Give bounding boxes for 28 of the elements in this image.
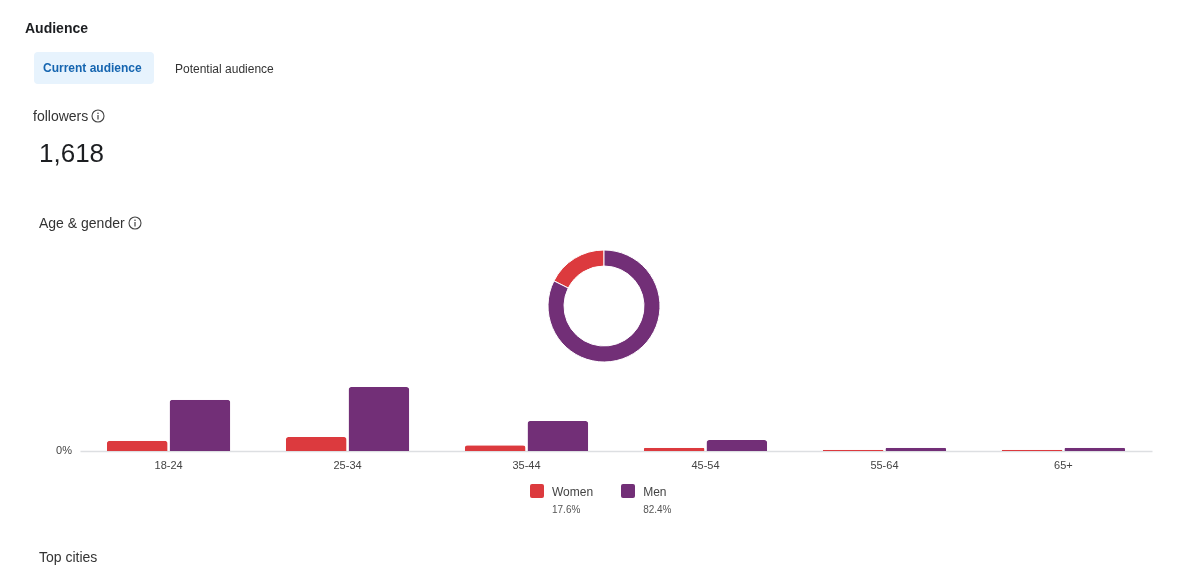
x-tick-label: 55-64 bbox=[870, 458, 899, 471]
bar bbox=[527, 420, 589, 451]
text: followers bbox=[33, 108, 90, 124]
x-tick-label: 25-34 bbox=[333, 458, 362, 471]
bar bbox=[706, 440, 768, 451]
legend-label: Men bbox=[643, 485, 667, 499]
bar bbox=[106, 440, 168, 451]
bar bbox=[169, 399, 231, 451]
text: Potential audience bbox=[175, 62, 274, 76]
text: Age & gender bbox=[39, 215, 126, 231]
bar bbox=[285, 436, 347, 451]
data-label: 17.6% bbox=[552, 504, 582, 515]
bar bbox=[643, 447, 705, 451]
data-label: 82.4% bbox=[643, 504, 672, 515]
text: Current audience bbox=[34, 52, 154, 84]
x-tick-label: 35-44 bbox=[512, 458, 541, 471]
text: 1,618 bbox=[39, 138, 105, 169]
bar bbox=[1064, 447, 1126, 451]
bar bbox=[348, 387, 410, 451]
x-tick-label: 45-54 bbox=[691, 458, 720, 471]
bar bbox=[885, 447, 947, 451]
x-tick-label: 18-24 bbox=[154, 458, 183, 471]
donut-slice bbox=[547, 249, 661, 363]
text: 0% bbox=[56, 444, 73, 456]
text: Top cities bbox=[39, 549, 98, 565]
legend-label: Women bbox=[552, 485, 594, 499]
x-tick-label: 65+ bbox=[1054, 458, 1073, 471]
text: Audience bbox=[25, 20, 89, 36]
